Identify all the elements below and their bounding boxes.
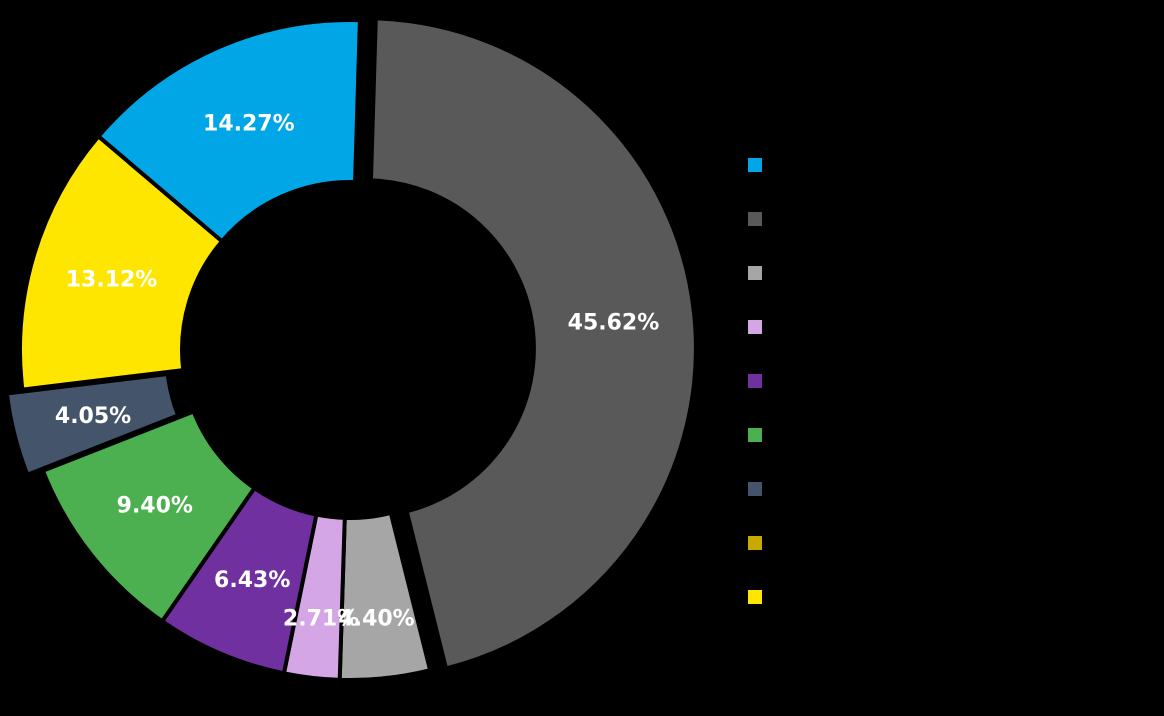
slices-group (4, 16, 698, 682)
slice-data-label-2: 2.71% (283, 606, 359, 631)
legend-swatch-4 (748, 374, 762, 388)
legend-swatch-7 (748, 536, 762, 550)
legend-swatch-5 (748, 428, 762, 442)
slice-data-label-3: 6.43% (214, 568, 290, 593)
legend-swatch-6 (748, 482, 762, 496)
data-labels-group: 45.62% 4.40%2.71% 6.43% 9.40% 4.05% 13.12% 14.… (55, 111, 659, 631)
donut-slice-5 (4, 371, 181, 478)
legend-swatch-3 (748, 320, 762, 334)
donut-slice-8 (95, 18, 362, 245)
slice-data-label-0: 45.62% (568, 311, 660, 336)
donut-slice-4 (40, 408, 258, 625)
slice-data-label-4: 9.40% (117, 494, 193, 519)
legend (748, 158, 762, 604)
legend-swatch-8 (748, 590, 762, 604)
slice-data-label-5: 4.05% (55, 404, 131, 429)
legend-swatch-1 (748, 212, 762, 226)
slice-data-label-8: 14.27% (203, 111, 295, 136)
donut-slice-0 (368, 16, 698, 671)
slice-data-label-1: 4.40% (338, 607, 414, 632)
legend-swatch-2 (748, 266, 762, 280)
legend-swatch-0 (748, 158, 762, 172)
slice-data-label-7: 13.12% (66, 267, 158, 292)
